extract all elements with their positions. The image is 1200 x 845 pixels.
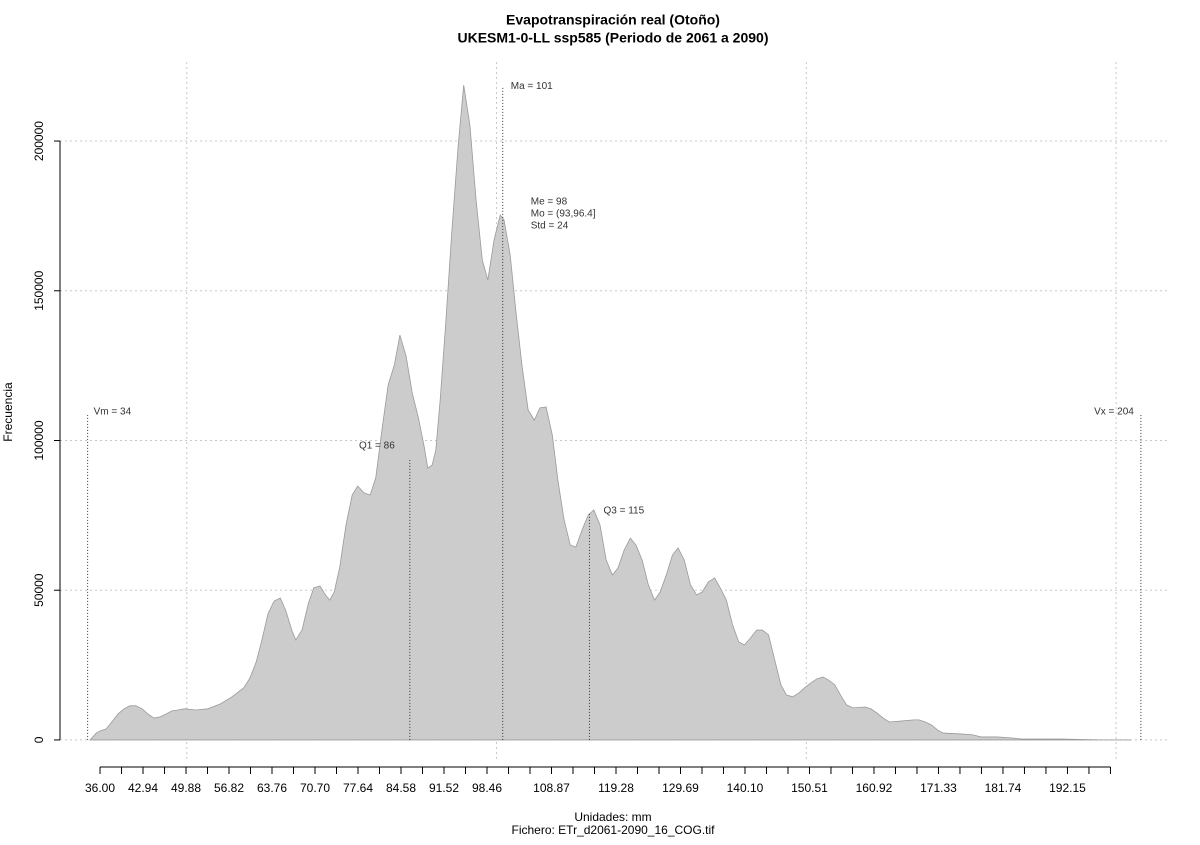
x-tick-label: 192.15: [1049, 781, 1086, 795]
marker-label: Ma = 101: [511, 81, 553, 92]
x-tick-label: 181.74: [985, 781, 1022, 795]
x-tick-label: 129.69: [662, 781, 699, 795]
stats-text: Std = 24: [531, 221, 569, 232]
chart-title: Evapotranspiración real (Otoño): [506, 12, 720, 28]
x-tick-label: 140.10: [727, 781, 764, 795]
x-tick-label: 150.51: [791, 781, 828, 795]
x-tick-label: 42.94: [128, 781, 158, 795]
y-tick-label: 0: [32, 736, 46, 743]
stats-text: Mo = (93,96.4]: [531, 209, 596, 220]
x-tick-label: 36.00: [85, 781, 115, 795]
density-area: [89, 84, 1131, 741]
stats-text: Me = 98: [531, 197, 568, 208]
y-tick-label: 150000: [32, 270, 46, 310]
y-tick-label: 100000: [32, 420, 46, 460]
x-tick-label: 49.88: [171, 781, 201, 795]
x-tick-label: 77.64: [343, 781, 373, 795]
marker-label: Q1 = 86: [359, 441, 395, 452]
x-tick-label: 160.92: [856, 781, 893, 795]
x-tick-label: 70.70: [300, 781, 330, 795]
x-tick-label: 98.46: [472, 781, 502, 795]
y-tick-label: 50000: [32, 573, 46, 607]
x-tick-label: 171.33: [920, 781, 957, 795]
marker-label: Vm = 34: [94, 407, 132, 418]
x-tick-label: 108.87: [533, 781, 570, 795]
x-tick-label: 63.76: [257, 781, 287, 795]
marker-label: Vx = 204: [1094, 407, 1134, 418]
x-tick-label: 119.28: [598, 781, 634, 795]
x-tick-label: 56.82: [214, 781, 244, 795]
caption: Fichero: ETr_d2061-2090_16_COG.tif: [512, 823, 716, 837]
y-axis-label: Frecuencia: [1, 382, 15, 442]
x-axis-label: Unidades: mm: [574, 810, 651, 824]
y-tick-label: 200000: [32, 121, 46, 161]
x-tick-label: 84.58: [386, 781, 416, 795]
x-tick-label: 91.52: [429, 781, 459, 795]
chart-subtitle: UKESM1-0-LL ssp585 (Periodo de 2061 a 20…: [458, 30, 769, 46]
marker-label: Q3 = 115: [603, 506, 644, 517]
